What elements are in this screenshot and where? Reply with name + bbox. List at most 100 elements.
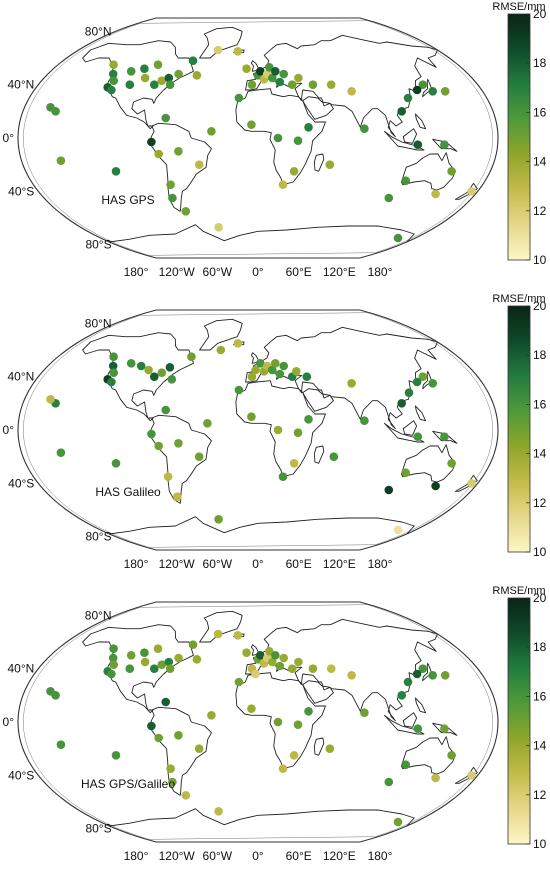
station-marker — [404, 388, 414, 397]
station-marker — [247, 120, 256, 129]
station-marker — [109, 60, 118, 69]
lon-tick-label: 120°E — [323, 265, 356, 279]
station-marker — [181, 207, 191, 216]
station-marker — [140, 648, 149, 657]
station-marker — [157, 76, 167, 85]
coastline-philippines — [414, 405, 427, 422]
coastline-europe-asia — [245, 34, 438, 138]
coastline-antarctica — [109, 516, 415, 535]
station-marker — [268, 73, 277, 83]
map-inner-frame — [23, 604, 493, 840]
station-marker — [278, 764, 288, 773]
station-marker — [107, 377, 116, 387]
world-map: 80°N 40°N 0° 40°S 80°S 180° 120°W 60°W 0° 60°E 120… — [3, 293, 547, 571]
station-marker — [214, 515, 223, 524]
station-marker — [108, 653, 118, 663]
lon-tick-label: 0° — [252, 265, 264, 279]
coastline-indonesia — [384, 714, 425, 735]
coastline-greenland — [199, 318, 243, 351]
station-marker — [213, 629, 223, 639]
lat-tick-label: 40°S — [8, 768, 34, 782]
colorbar-tick-label: 18 — [533, 348, 547, 362]
station-marker — [273, 425, 283, 435]
station-marker — [431, 189, 440, 199]
station-marker — [294, 657, 303, 667]
station-marker — [440, 724, 449, 733]
station-marker — [46, 103, 55, 112]
station-marker — [164, 657, 174, 667]
panel-label: HAS GPS/Galileo — [81, 777, 175, 791]
station-marker — [279, 69, 289, 79]
station-marker — [125, 80, 135, 89]
colorbar-tick-label: 10 — [533, 545, 547, 559]
station-marker — [194, 452, 204, 461]
station-marker — [384, 485, 394, 495]
station-marker — [268, 657, 277, 667]
colorbar-tick-label: 12 — [533, 788, 547, 802]
coastline-australia — [400, 736, 456, 775]
station-marker — [326, 664, 336, 673]
coastline-borneo — [402, 128, 418, 144]
station-marker — [108, 361, 118, 371]
station-marker — [164, 73, 174, 83]
station-marker — [308, 664, 318, 673]
lon-tick-label: 0° — [252, 557, 264, 571]
colorbar-tick-label: 20 — [533, 7, 547, 21]
station-marker — [150, 80, 159, 89]
station-marker — [440, 140, 449, 149]
coastline-australia — [400, 444, 456, 483]
station-marker — [109, 352, 118, 361]
station-marker — [214, 223, 223, 232]
lon-tick-label: 60°E — [286, 265, 312, 279]
station-marker — [401, 468, 411, 477]
station-marker — [413, 432, 423, 441]
station-marker — [107, 669, 116, 679]
coastline-africa — [235, 88, 326, 186]
lat-tick-label: 40°S — [8, 476, 34, 490]
coastline-antarctica — [109, 224, 415, 243]
station-marker — [167, 375, 177, 384]
station-marker — [242, 648, 251, 657]
station-marker — [255, 359, 265, 368]
station-marker — [154, 149, 163, 159]
station-marker — [192, 655, 202, 664]
lon-tick-label: 180° — [124, 265, 149, 279]
station-marker — [304, 123, 313, 132]
station-marker — [393, 233, 403, 243]
station-marker — [157, 660, 167, 669]
lat-tick-label: 0° — [3, 423, 15, 437]
station-marker — [107, 85, 116, 95]
lon-tick-label: 0° — [252, 849, 264, 863]
station-marker — [279, 653, 289, 663]
station-marker — [412, 377, 422, 387]
station-marker — [401, 176, 411, 185]
station-marker — [329, 452, 339, 461]
station-marker — [289, 167, 299, 176]
station-marker — [278, 472, 288, 481]
station-marker — [440, 432, 449, 441]
colorbar-tick-label: 16 — [533, 397, 547, 411]
coastline-madagascar — [313, 153, 325, 172]
map-frame — [17, 17, 499, 259]
station-marker — [207, 127, 216, 136]
station-marker — [46, 395, 55, 404]
panel-label: HAS Galileo — [95, 485, 161, 499]
station-marker — [153, 60, 163, 69]
colorbar-tick-label: 16 — [533, 105, 547, 119]
world-map: 80°N 40°N 0° 40°S 80°S 180° 120°W 60°W 0° 60°E 120… — [3, 1, 547, 279]
station-marker — [192, 71, 202, 80]
coastline-new-zealand — [454, 766, 478, 784]
colorbar — [507, 305, 531, 553]
station-marker — [153, 644, 163, 653]
station-marker — [111, 459, 121, 468]
station-marker — [384, 777, 394, 787]
coastline-arabia — [302, 96, 334, 120]
station-marker — [431, 773, 440, 783]
coastline-philippines — [414, 113, 427, 130]
station-marker — [393, 817, 403, 827]
colorbar-tick-label: 10 — [533, 253, 547, 267]
station-marker — [234, 93, 244, 103]
station-marker — [403, 93, 413, 103]
station-marker — [325, 160, 335, 169]
map-frame — [17, 309, 499, 551]
